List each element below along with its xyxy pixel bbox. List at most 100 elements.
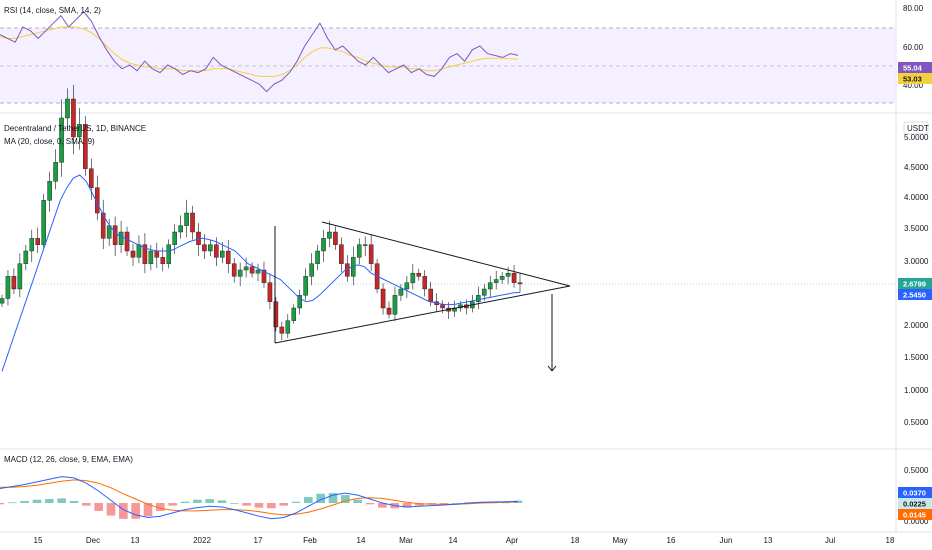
candle[interactable] bbox=[53, 149, 58, 190]
candle[interactable] bbox=[243, 257, 249, 278]
candle[interactable] bbox=[94, 175, 100, 221]
candle[interactable] bbox=[249, 262, 255, 278]
macd-panel[interactable]: MACD (12, 26, close, 9, EMA, EMA) 0.5000… bbox=[0, 455, 932, 526]
triangle-upper-trendline[interactable] bbox=[321, 221, 571, 287]
candle[interactable] bbox=[321, 229, 326, 263]
candle[interactable] bbox=[416, 268, 422, 281]
candle[interactable] bbox=[285, 314, 291, 339]
candle[interactable] bbox=[35, 227, 41, 254]
symmetrical-triangle-drawing[interactable] bbox=[274, 221, 571, 372]
candle[interactable] bbox=[297, 289, 302, 315]
candle[interactable] bbox=[5, 270, 11, 306]
rsi-legend: RSI (14, close, SMA, 14, 2) bbox=[4, 6, 101, 15]
symbol-legend[interactable]: Decentraland / TetherUS, 1D, BINANCE bbox=[4, 124, 146, 133]
candle[interactable] bbox=[220, 241, 225, 264]
candle[interactable] bbox=[392, 286, 398, 322]
candle[interactable] bbox=[422, 270, 428, 297]
candle[interactable] bbox=[291, 304, 297, 324]
rsi-sma-line bbox=[0, 26, 519, 77]
candle[interactable] bbox=[356, 238, 362, 265]
candle[interactable] bbox=[71, 84, 76, 155]
candle[interactable] bbox=[89, 158, 94, 200]
candle[interactable] bbox=[130, 243, 136, 267]
candle[interactable] bbox=[487, 275, 493, 299]
candle[interactable] bbox=[273, 297, 279, 332]
triangle-lower-trendline[interactable] bbox=[274, 285, 571, 344]
ma-legend[interactable]: MA (20, close, 0, SMA, 9) bbox=[4, 137, 95, 146]
macd-signal-tag-text: 0.0145 bbox=[903, 511, 926, 520]
candle[interactable] bbox=[41, 194, 46, 250]
candle[interactable] bbox=[303, 268, 308, 301]
candle[interactable] bbox=[184, 199, 189, 238]
macd-histogram-bar bbox=[217, 500, 227, 503]
candle[interactable] bbox=[386, 301, 392, 319]
rsi-sma-tag-text: 53.03 bbox=[903, 75, 922, 84]
currency-badge[interactable] bbox=[903, 121, 929, 135]
macd-histogram-bar bbox=[304, 497, 313, 503]
candle[interactable] bbox=[178, 215, 183, 239]
candle[interactable] bbox=[148, 244, 154, 271]
macd-signal-line bbox=[0, 479, 519, 516]
candle[interactable] bbox=[106, 218, 112, 246]
candle[interactable] bbox=[124, 226, 130, 257]
macd-histogram-bar bbox=[254, 503, 264, 508]
macd-histogram-bar bbox=[20, 501, 29, 503]
candle[interactable] bbox=[166, 239, 171, 269]
candle[interactable] bbox=[404, 275, 410, 299]
candle[interactable] bbox=[410, 264, 416, 290]
candle[interactable] bbox=[136, 235, 142, 264]
candle[interactable] bbox=[499, 271, 505, 284]
candle[interactable] bbox=[493, 270, 499, 290]
candle[interactable] bbox=[112, 216, 118, 257]
candle[interactable] bbox=[65, 88, 70, 130]
candle[interactable] bbox=[333, 226, 338, 250]
macd-histogram-bar bbox=[205, 499, 214, 503]
candle[interactable] bbox=[190, 205, 195, 240]
candle[interactable] bbox=[208, 239, 213, 257]
candle[interactable] bbox=[17, 253, 23, 298]
candle[interactable] bbox=[154, 242, 160, 269]
candle[interactable] bbox=[398, 284, 404, 301]
rsi-value-tag-text: 55.04 bbox=[903, 64, 923, 73]
macd-histogram-bar bbox=[106, 503, 116, 516]
candle[interactable] bbox=[309, 253, 314, 286]
candle[interactable] bbox=[231, 257, 237, 283]
candle[interactable] bbox=[23, 244, 29, 271]
macd-legend: MACD (12, 26, close, 9, EMA, EMA) bbox=[4, 455, 133, 464]
macd-axis-0: 0.0000 bbox=[904, 517, 929, 526]
candle[interactable] bbox=[47, 171, 52, 212]
candle[interactable] bbox=[225, 239, 231, 274]
candle[interactable] bbox=[279, 321, 285, 340]
candle[interactable] bbox=[261, 261, 267, 288]
candle[interactable] bbox=[0, 294, 5, 307]
price-panel[interactable]: Decentraland / TetherUS, 1D, BINANCE MA … bbox=[0, 84, 932, 427]
candle[interactable] bbox=[368, 234, 374, 272]
candle[interactable] bbox=[380, 283, 386, 315]
price-axis-5: 5.0000 bbox=[904, 133, 929, 142]
candle[interactable] bbox=[470, 294, 475, 313]
candle[interactable] bbox=[77, 107, 82, 150]
time-axis[interactable]: 15 Dec 13 2022 17 Feb 14 Mar 14 Apr 18 May 16 Jun 13 Ju… bbox=[34, 536, 895, 545]
macd-histogram-bar bbox=[267, 503, 276, 509]
candle[interactable] bbox=[362, 236, 368, 257]
rsi-panel[interactable]: RSI (14, close, SMA, 14, 2) 80.00 60.00 … bbox=[0, 4, 932, 104]
candle[interactable] bbox=[517, 273, 523, 293]
candle[interactable] bbox=[476, 286, 481, 310]
candle[interactable] bbox=[142, 233, 148, 274]
candle[interactable] bbox=[59, 99, 64, 177]
candle[interactable] bbox=[83, 116, 88, 176]
time-axis-label: 13 bbox=[131, 536, 140, 545]
candle[interactable] bbox=[29, 229, 35, 263]
candle[interactable] bbox=[100, 199, 106, 250]
macd-histogram-bar bbox=[353, 499, 362, 503]
candle[interactable] bbox=[511, 265, 517, 288]
candle[interactable] bbox=[339, 237, 344, 273]
candle[interactable] bbox=[315, 244, 320, 271]
time-axis-label: 16 bbox=[667, 536, 676, 545]
candle[interactable] bbox=[255, 263, 261, 282]
candle[interactable] bbox=[11, 268, 17, 294]
candle[interactable] bbox=[267, 273, 273, 310]
candle[interactable] bbox=[237, 262, 243, 287]
candle[interactable] bbox=[327, 220, 332, 247]
